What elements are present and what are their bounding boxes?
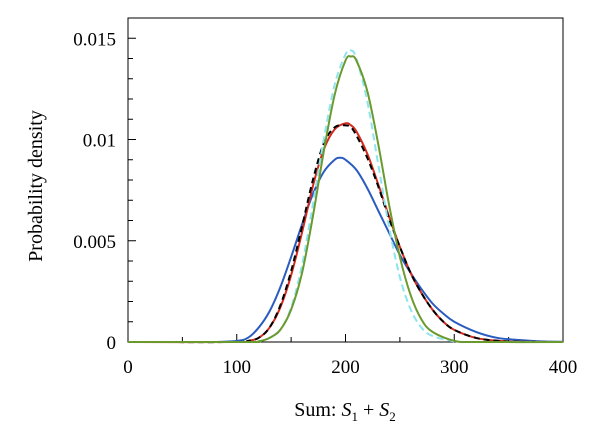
plot-frame: [127, 17, 564, 343]
x-axis-title-plus: +: [358, 399, 379, 421]
y-axis-title: Probability density: [25, 110, 47, 262]
x-tick-label: 100: [223, 357, 252, 378]
x-axis-title-sub1: 1: [351, 409, 358, 424]
y-tick-label: 0.005: [73, 232, 116, 253]
plot-border: [127, 17, 564, 343]
x-tick-label: 200: [331, 357, 360, 378]
x-tick-label: 400: [549, 357, 578, 378]
y-tick-label: 0.01: [83, 131, 116, 152]
x-axis-title-s2: S: [379, 399, 389, 421]
x-tick-label: 300: [440, 357, 469, 378]
axis-tick-labels: 0 100 200 300 400 0 0.005 0.01 0.015: [73, 29, 577, 378]
x-axis-title: Sum: S1 + S2: [294, 399, 396, 424]
series-line-3: [127, 124, 564, 344]
axis-ticks: [127, 17, 564, 343]
x-axis-title-s1: S: [341, 399, 351, 421]
series-lines: [127, 48, 564, 344]
series-line-2: [127, 122, 564, 344]
series-line-5: [127, 55, 564, 344]
x-axis-title-prefix: Sum:: [294, 399, 341, 421]
series-line-4: [127, 48, 564, 344]
x-tick-label: 0: [123, 357, 133, 378]
series-line-1: [127, 156, 564, 344]
y-tick-label: 0: [107, 333, 117, 354]
x-axis-title-sub2: 2: [389, 409, 396, 424]
y-tick-label: 0.015: [73, 29, 116, 50]
